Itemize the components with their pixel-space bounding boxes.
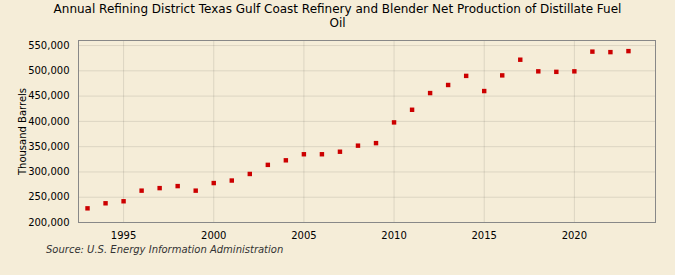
svg-text:450,000: 450,000: [28, 90, 69, 101]
svg-text:250,000: 250,000: [28, 191, 69, 202]
svg-text:2015: 2015: [471, 230, 496, 241]
svg-text:2000: 2000: [201, 230, 226, 241]
svg-text:Thousand Barrels: Thousand Barrels: [17, 88, 28, 176]
svg-text:2005: 2005: [291, 230, 316, 241]
svg-text:1995: 1995: [111, 230, 136, 241]
svg-text:550,000: 550,000: [28, 40, 69, 51]
svg-text:350,000: 350,000: [28, 141, 69, 152]
svg-text:500,000: 500,000: [28, 65, 69, 76]
html-text:Annual Refining District Texas: Annual Refining District Texas Gulf Coas…: [53, 2, 622, 30]
svg-text:2020: 2020: [562, 230, 587, 241]
svg-text:400,000: 400,000: [28, 116, 69, 127]
svg-text:2010: 2010: [381, 230, 406, 241]
svg-text:200,000: 200,000: [28, 217, 69, 228]
svg-text:300,000: 300,000: [28, 166, 69, 177]
html-text:Source: U.S. Energy Informatio: Source: U.S. Energy Information Administ…: [46, 244, 284, 255]
